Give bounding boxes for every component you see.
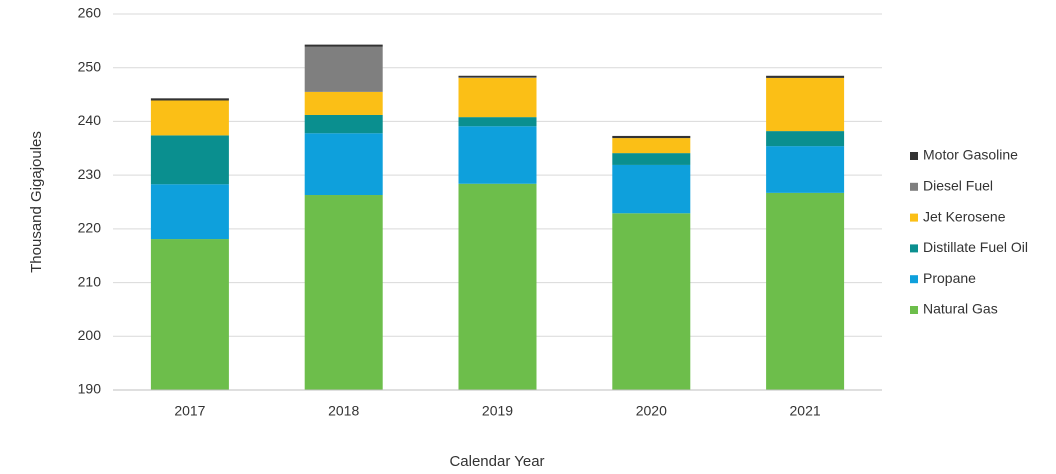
legend-label: Diesel Fuel xyxy=(923,178,993,194)
bar-segment xyxy=(612,153,691,165)
bar-segment xyxy=(612,213,691,390)
bar-segment xyxy=(150,98,229,101)
x-tick-label: 2018 xyxy=(328,403,359,419)
bar-segment xyxy=(458,126,537,184)
bar-segment xyxy=(766,131,845,147)
legend-swatch xyxy=(910,182,918,191)
bar-segment xyxy=(150,239,229,390)
legend-swatch xyxy=(910,306,918,314)
y-tick-label: 190 xyxy=(78,381,102,397)
bar-segment xyxy=(150,184,229,240)
bar-segment xyxy=(304,91,383,115)
y-tick-label: 200 xyxy=(78,327,102,343)
y-axis-label: Thousand Gigajoules xyxy=(28,131,45,273)
x-tick-label: 2017 xyxy=(174,403,205,419)
bar-segment xyxy=(766,192,845,390)
legend-label: Motor Gasoline xyxy=(923,147,1018,163)
legend-swatch xyxy=(910,152,918,160)
bar-segment xyxy=(304,114,383,134)
legend-swatch xyxy=(910,275,918,284)
x-axis-label: Calendar Year xyxy=(449,453,544,470)
legend-swatch xyxy=(910,213,918,222)
bar-segment xyxy=(458,77,537,78)
y-tick-label: 250 xyxy=(78,58,102,74)
bar-segment xyxy=(458,117,537,127)
x-tick-label: 2020 xyxy=(636,403,667,419)
x-tick-label: 2019 xyxy=(482,403,513,419)
y-tick-label: 260 xyxy=(78,5,102,21)
y-tick-label: 210 xyxy=(78,273,102,289)
bar-segment xyxy=(612,135,691,139)
legend-swatch xyxy=(910,244,918,253)
bar-segment xyxy=(458,77,537,118)
bar-segment xyxy=(458,183,537,390)
bar-segment xyxy=(766,146,845,193)
bar-segment xyxy=(766,77,845,132)
bar-segment xyxy=(304,46,383,92)
y-tick-label: 220 xyxy=(78,220,102,236)
legend-label: Distillate Fuel Oil xyxy=(923,239,1028,255)
legend-label: Natural Gas xyxy=(923,301,998,317)
x-tick-label: 2021 xyxy=(790,403,821,419)
y-tick-label: 230 xyxy=(78,166,102,182)
bar-segment xyxy=(304,44,383,47)
bar-segment xyxy=(458,75,537,78)
bar-segment xyxy=(766,75,845,78)
bar-segment xyxy=(150,135,229,185)
bar-segment xyxy=(612,138,691,154)
bar-segment xyxy=(612,164,691,214)
legend-label: Propane xyxy=(923,270,976,286)
legend-label: Jet Kerosene xyxy=(923,208,1006,224)
bar-segment xyxy=(150,100,229,136)
y-tick-label: 240 xyxy=(78,112,102,128)
bar-segment xyxy=(304,195,383,390)
bar-segment xyxy=(304,133,383,196)
